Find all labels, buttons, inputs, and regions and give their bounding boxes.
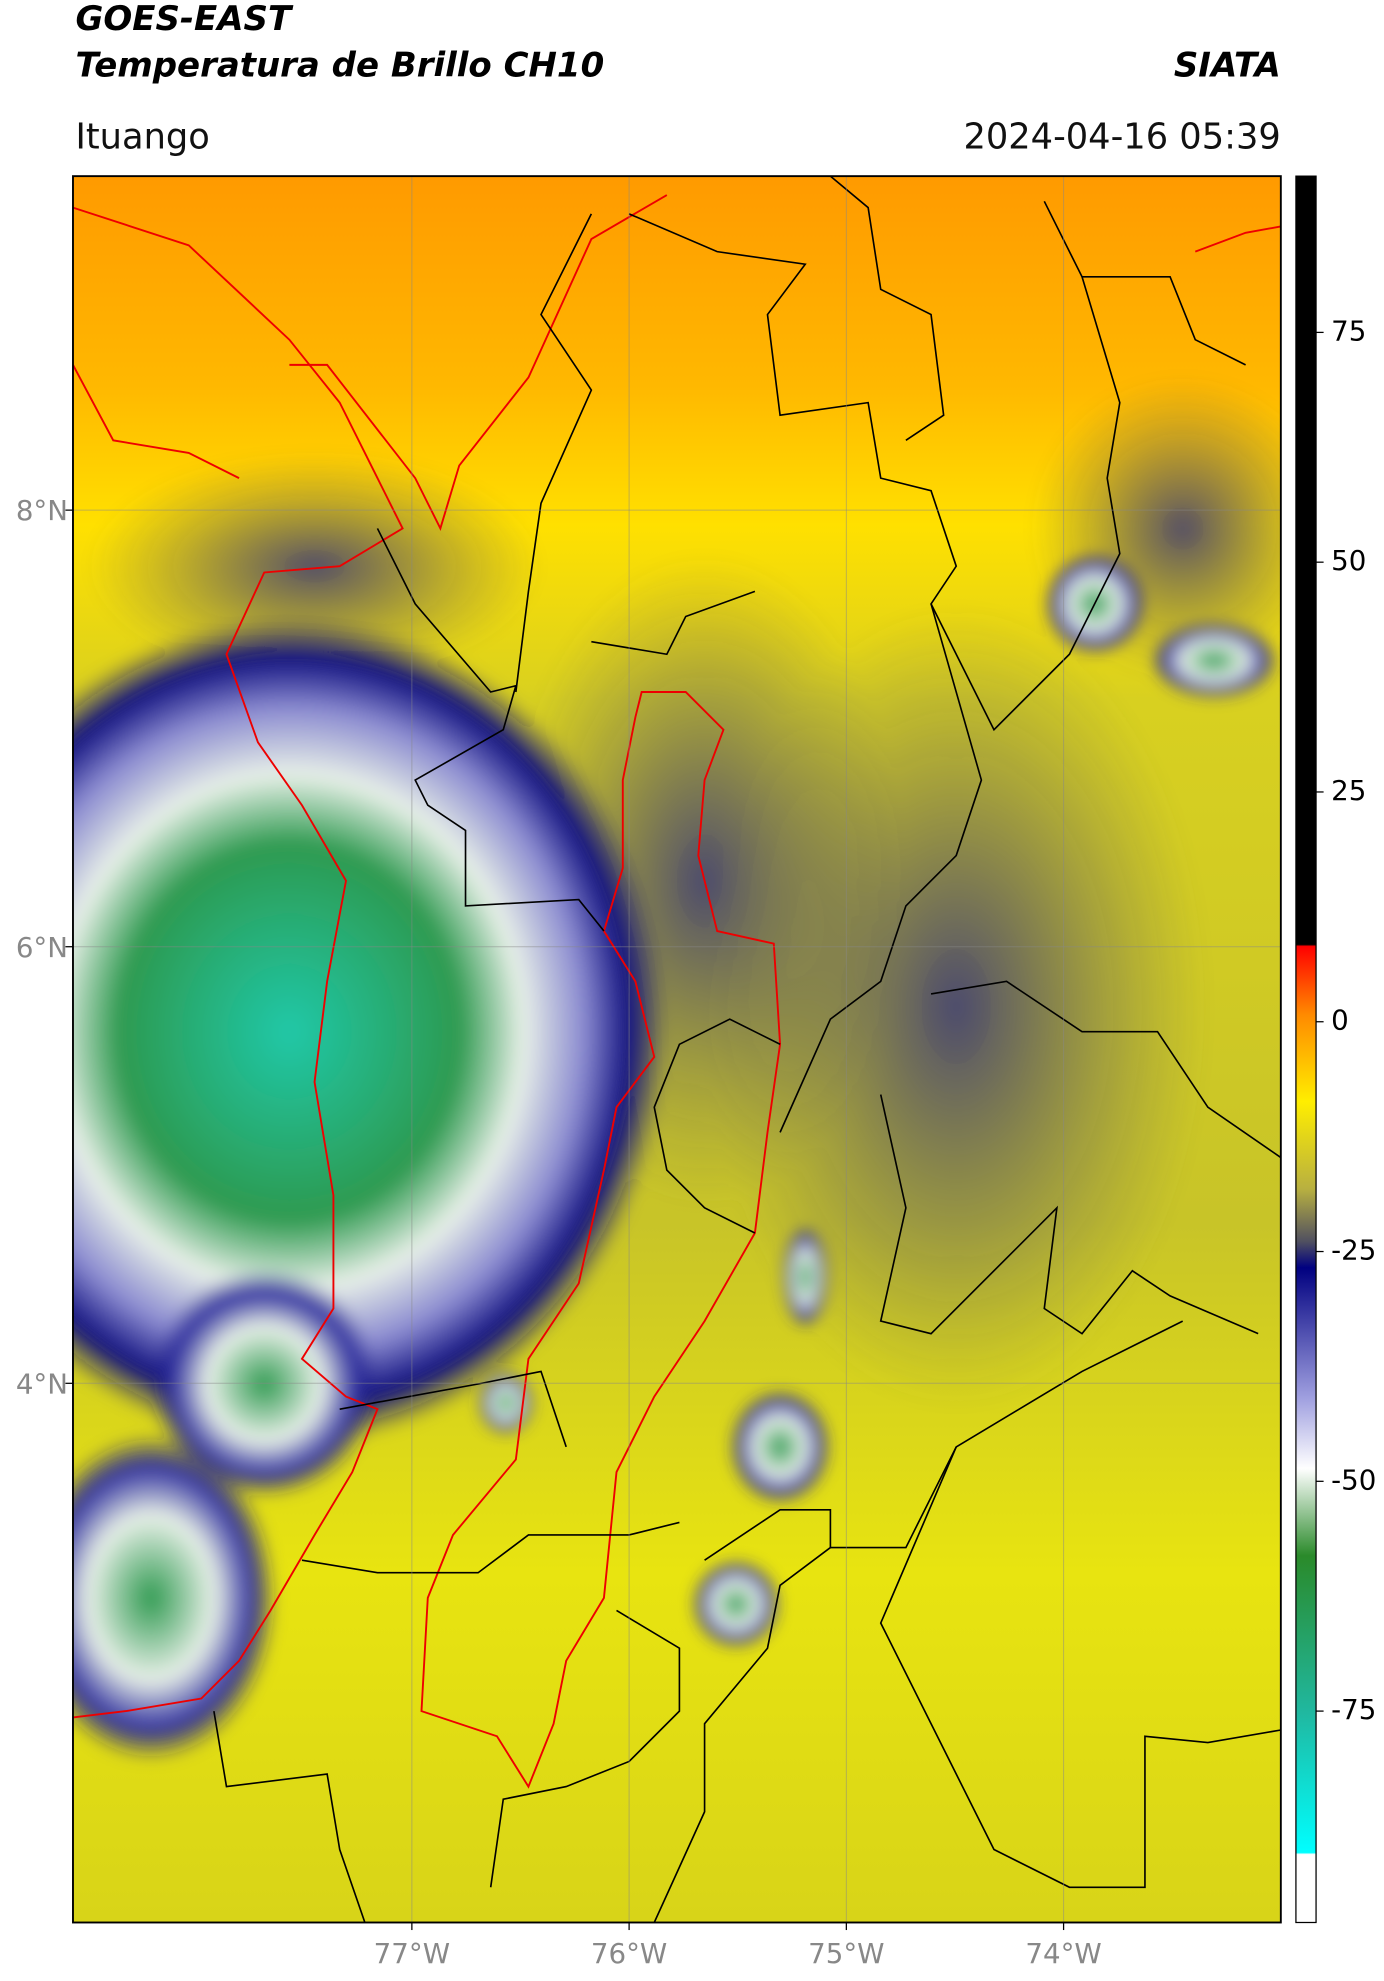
x-tick-label: 76°W [591,1937,667,1970]
colorbar-tick-label: -50 [1331,1463,1376,1496]
y-tick-label: 4°N [16,1367,68,1400]
agency: SIATA [1174,46,1281,86]
colorbar [1295,175,1317,1924]
colorbar-tick-label: 50 [1331,544,1366,577]
y-tick-label: 8°N [16,494,68,527]
y-tick-label: 6°N [16,931,68,964]
datetime: 2024-04-16 05:39 [963,116,1280,157]
map-frame [72,175,1282,1924]
x-tick-label: 74°W [1025,1937,1101,1970]
map-image [72,176,1281,1923]
graticule [72,176,1281,1923]
x-tick-label: 77°W [374,1937,450,1970]
x-tick-label: 75°W [808,1937,884,1970]
colorbar-tick-label: -75 [1331,1693,1376,1726]
colorbar-tick-label: -25 [1331,1234,1376,1267]
satellite: GOES-EAST [75,0,293,39]
colorbar-tick-label: 75 [1331,314,1366,347]
product: Temperatura de Brillo CH10 [75,46,604,86]
colorbar-tick-label: 0 [1331,1004,1349,1037]
region: Ituango [75,116,209,157]
colorbar-tick-label: 25 [1331,774,1366,807]
